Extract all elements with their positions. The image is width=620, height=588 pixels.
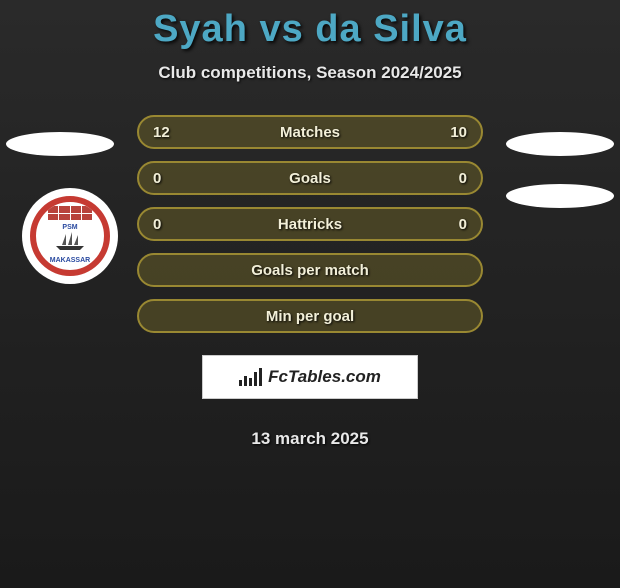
stat-label: Goals [289,170,331,187]
stat-row-goals: 0 Goals 0 [137,161,483,195]
stat-right: 0 [459,170,467,187]
placeholder-ellipse-right-2 [506,184,614,208]
stat-label: Min per goal [266,308,354,325]
stat-row-gpm: Goals per match [137,253,483,287]
stats-container: 12 Matches 10 0 Goals 0 0 Hattricks 0 Go… [0,115,620,449]
stat-left: 0 [153,170,161,187]
badge-text-bottom: MAKASSAR [50,257,90,264]
page-subtitle: Club competitions, Season 2024/2025 [0,63,620,83]
date-text: 13 march 2025 [251,429,368,449]
stat-right: 0 [459,216,467,233]
stat-label: Hattricks [278,216,342,233]
brick-icon [48,206,92,220]
branding-box: FcTables.com [202,355,418,399]
badge-text-top: PSM [62,224,77,231]
club-badge-psm: PSM MAKASSAR [22,188,118,284]
stat-row-hattricks: 0 Hattricks 0 [137,207,483,241]
stat-left: 12 [153,124,170,141]
boat-icon [52,230,88,252]
stat-right: 10 [450,124,467,141]
stat-row-matches: 12 Matches 10 [137,115,483,149]
chart-icon [239,368,262,386]
stat-label: Goals per match [251,262,369,279]
branding-text: FcTables.com [268,367,381,387]
placeholder-ellipse-left [6,132,114,156]
placeholder-ellipse-right-1 [506,132,614,156]
page-title: Syah vs da Silva [0,8,620,51]
stat-row-mpg: Min per goal [137,299,483,333]
stat-left: 0 [153,216,161,233]
stat-label: Matches [280,124,340,141]
